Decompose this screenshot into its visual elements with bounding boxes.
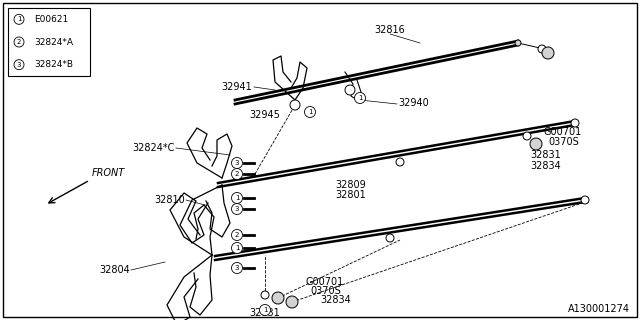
Circle shape [571,119,579,127]
Text: 3: 3 [235,265,239,271]
Text: 32824*C: 32824*C [132,143,175,153]
Text: 32831: 32831 [530,150,561,160]
Text: 32940: 32940 [398,98,429,108]
Text: 32824*B: 32824*B [34,60,73,69]
Text: G00701: G00701 [305,277,343,287]
Circle shape [355,92,365,103]
Circle shape [396,158,404,166]
Text: 32801: 32801 [335,190,365,200]
Text: 32824*A: 32824*A [34,37,73,46]
Text: 1: 1 [263,307,268,313]
Text: 1: 1 [308,109,312,115]
Text: FRONT: FRONT [92,168,125,178]
Circle shape [523,132,531,140]
Text: 32834: 32834 [320,295,351,305]
Text: G00701: G00701 [543,127,581,137]
Text: 2: 2 [17,39,21,45]
Text: 3: 3 [17,62,21,68]
Circle shape [14,60,24,70]
Bar [8,8,90,76]
Text: 32834: 32834 [530,161,561,171]
Circle shape [259,305,271,316]
Circle shape [581,196,589,204]
Text: 2: 2 [235,171,239,177]
Text: E00621: E00621 [34,15,68,24]
Circle shape [14,37,24,47]
Circle shape [345,85,355,95]
Text: 1: 1 [235,195,239,201]
Circle shape [305,107,316,117]
Circle shape [232,204,243,214]
Circle shape [272,292,284,304]
Circle shape [261,291,269,299]
Circle shape [232,169,243,180]
Text: 32810: 32810 [154,195,185,205]
Text: 32816: 32816 [374,25,405,35]
Circle shape [515,40,521,46]
Circle shape [290,100,300,110]
Text: 0370S: 0370S [310,286,340,296]
Circle shape [232,193,243,204]
Text: 32941: 32941 [221,82,252,92]
Text: 2: 2 [235,232,239,238]
Circle shape [232,262,243,274]
Circle shape [232,157,243,169]
Circle shape [542,47,554,59]
Text: 32831: 32831 [250,308,280,318]
Text: 0370S: 0370S [548,137,579,147]
Text: 3: 3 [235,160,239,166]
Text: A130001274: A130001274 [568,304,630,314]
Circle shape [14,14,24,24]
Text: 32945: 32945 [249,110,280,120]
Text: 1: 1 [358,95,362,101]
Text: 1: 1 [235,245,239,251]
Circle shape [538,45,546,53]
Circle shape [530,138,542,150]
Circle shape [232,243,243,253]
Text: 1: 1 [17,16,21,22]
Circle shape [286,296,298,308]
Circle shape [386,234,394,242]
Text: 32809: 32809 [335,180,365,190]
Text: 32804: 32804 [99,265,130,275]
Text: 3: 3 [235,206,239,212]
Circle shape [232,229,243,241]
